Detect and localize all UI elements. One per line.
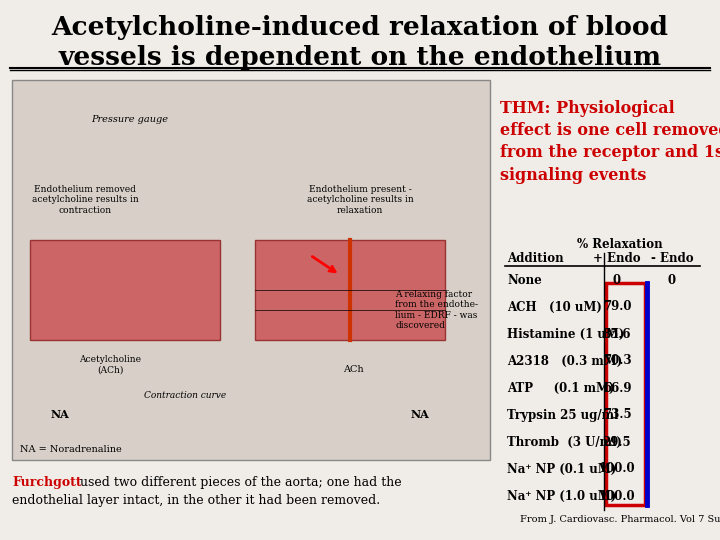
Text: used two different pieces of the aorta; one had the: used two different pieces of the aorta; … bbox=[76, 476, 402, 489]
Text: Na⁺ NP (1.0 uM): Na⁺ NP (1.0 uM) bbox=[507, 489, 616, 503]
Text: 66.9: 66.9 bbox=[603, 381, 631, 395]
Text: % Relaxation: % Relaxation bbox=[577, 239, 663, 252]
Text: A relaxing factor
from the endothe-
lium - EDRF - was
discovered: A relaxing factor from the endothe- lium… bbox=[395, 290, 478, 330]
Text: 73.5: 73.5 bbox=[603, 408, 631, 422]
Text: ACH   (10 uM): ACH (10 uM) bbox=[507, 300, 602, 314]
Bar bbox=[606, 283, 645, 505]
Text: Acetylcholine-induced relaxation of blood: Acetylcholine-induced relaxation of bloo… bbox=[52, 16, 668, 40]
Text: Addition: Addition bbox=[507, 253, 564, 266]
Text: 70.3: 70.3 bbox=[603, 354, 631, 368]
Text: From J. Cardiovasc. Pharmacol. Vol 7 Suppl. 3  1985: From J. Cardiovasc. Pharmacol. Vol 7 Sup… bbox=[520, 515, 720, 524]
Text: 100.0: 100.0 bbox=[599, 462, 635, 476]
Text: Trypsin 25 ug/ml: Trypsin 25 ug/ml bbox=[507, 408, 618, 422]
Text: 0: 0 bbox=[613, 273, 621, 287]
Text: Endothelium present -
acetylcholine results in
relaxation: Endothelium present - acetylcholine resu… bbox=[307, 185, 413, 215]
Text: Endothelium removed
acetylcholine results in
contraction: Endothelium removed acetylcholine result… bbox=[32, 185, 138, 215]
Text: 85.6: 85.6 bbox=[603, 327, 631, 341]
FancyBboxPatch shape bbox=[255, 240, 445, 340]
Text: None: None bbox=[507, 273, 541, 287]
Text: 0: 0 bbox=[668, 273, 676, 287]
Text: Histamine (1 uM): Histamine (1 uM) bbox=[507, 327, 624, 341]
Text: 29.5: 29.5 bbox=[603, 435, 631, 449]
Text: NA = Noradrenaline: NA = Noradrenaline bbox=[20, 446, 122, 455]
Text: - Endo: - Endo bbox=[651, 253, 693, 266]
Text: THM: Physiological
effect is one cell removed
from the receptor and 1st
signalin: THM: Physiological effect is one cell re… bbox=[500, 100, 720, 184]
Text: Thromb  (3 U/ml): Thromb (3 U/ml) bbox=[507, 435, 622, 449]
Text: vessels is dependent on the endothelium: vessels is dependent on the endothelium bbox=[58, 45, 662, 71]
Text: Na⁺ NP (0.1 uM): Na⁺ NP (0.1 uM) bbox=[507, 462, 616, 476]
Text: Acetylcholine
(ACh): Acetylcholine (ACh) bbox=[79, 355, 141, 375]
Text: NA: NA bbox=[50, 409, 69, 421]
Text: + Endo: + Endo bbox=[593, 253, 641, 266]
Text: Furchgott: Furchgott bbox=[12, 476, 81, 489]
Text: A2318   (0.3 mM): A2318 (0.3 mM) bbox=[507, 354, 622, 368]
Text: 79.0: 79.0 bbox=[603, 300, 631, 314]
FancyBboxPatch shape bbox=[30, 240, 220, 340]
Text: ACh: ACh bbox=[343, 366, 364, 375]
Text: endothelial layer intact, in the other it had been removed.: endothelial layer intact, in the other i… bbox=[12, 494, 380, 507]
Text: ATP     (0.1 mM): ATP (0.1 mM) bbox=[507, 381, 614, 395]
Text: NA: NA bbox=[410, 409, 429, 421]
FancyBboxPatch shape bbox=[12, 80, 490, 460]
Text: 100.0: 100.0 bbox=[599, 489, 635, 503]
Text: Contraction curve: Contraction curve bbox=[144, 390, 226, 400]
Text: Pressure gauge: Pressure gauge bbox=[91, 116, 168, 125]
